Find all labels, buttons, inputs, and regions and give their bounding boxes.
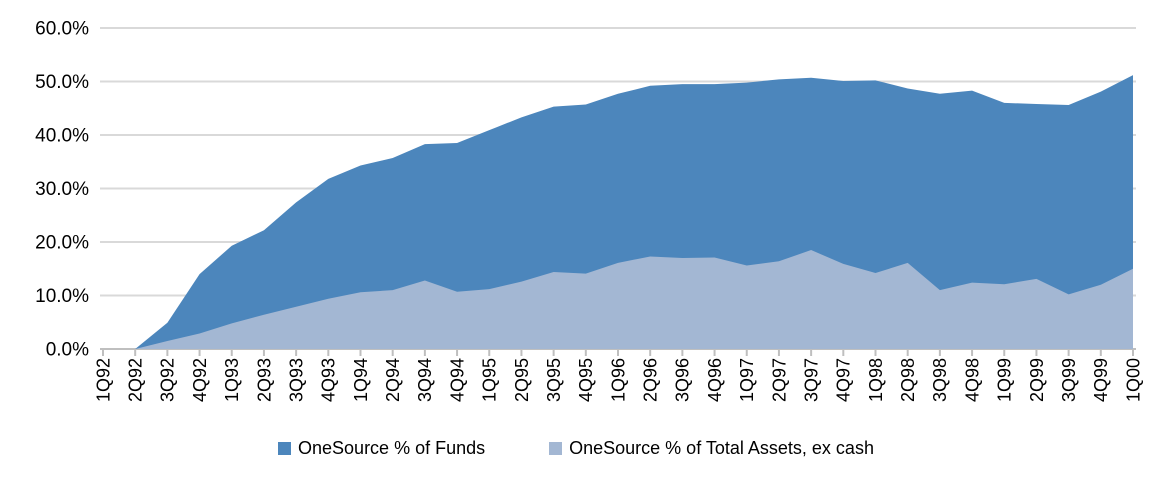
x-axis-tick-label: 4Q93 (319, 358, 339, 402)
x-axis-tick-label: 1Q98 (866, 358, 886, 402)
y-axis-tick-label: 50.0% (35, 72, 89, 93)
x-axis-tick-label: 4Q99 (1091, 358, 1111, 402)
assets-series-swatch (549, 442, 563, 455)
legend-label-assets: OneSource % of Total Assets, ex cash (569, 438, 874, 458)
x-axis-tick-label: 4Q98 (962, 358, 982, 402)
x-axis-tick-label: 1Q95 (480, 358, 500, 402)
x-axis-tick-label: 2Q99 (1027, 358, 1047, 402)
funds-series-swatch (278, 442, 292, 455)
x-axis-tick-label: 3Q94 (415, 358, 435, 402)
assets-area (103, 250, 1133, 349)
x-axis-tick-label: 2Q93 (254, 358, 274, 402)
x-axis-tick-label: 2Q98 (898, 358, 918, 402)
x-axis-ticks (102, 349, 1134, 356)
y-axis-labels: 0.0% 10.0% 20.0% 30.0% 40.0% 50.0% 60.0% (35, 19, 89, 361)
x-axis-tick-label: 3Q99 (1059, 358, 1079, 402)
y-axis-tick-label: 40.0% (35, 126, 89, 147)
x-axis-tick-label: 4Q96 (705, 358, 725, 402)
y-axis-tick-label: 20.0% (35, 233, 89, 254)
legend-item-funds: OneSource % of Funds (278, 438, 485, 459)
x-axis-tick-label: 3Q97 (801, 358, 821, 402)
x-axis-tick-label: 3Q93 (286, 358, 306, 402)
x-axis-tick-label: 2Q95 (512, 358, 532, 402)
x-axis-tick-label: 1Q00 (1123, 358, 1143, 402)
x-axis-tick-label: 3Q98 (930, 358, 950, 402)
x-axis-tick-label: 2Q92 (125, 358, 145, 402)
legend-item-assets: OneSource % of Total Assets, ex cash (549, 438, 874, 459)
x-axis-tick-label: 1Q93 (222, 358, 242, 402)
x-axis-tick-label: 2Q96 (640, 358, 660, 402)
x-axis-tick-label: 2Q94 (383, 358, 403, 402)
x-axis-tick-label: 3Q96 (673, 358, 693, 402)
x-axis-tick-label: 3Q95 (544, 358, 564, 402)
x-axis-tick-label: 1Q94 (351, 358, 371, 402)
x-axis-tick-label: 1Q97 (737, 358, 757, 402)
legend: OneSource % of Funds OneSource % of Tota… (0, 438, 1152, 459)
legend-label-funds: OneSource % of Funds (298, 438, 486, 458)
x-axis-tick-label: 1Q92 (93, 358, 113, 402)
x-axis-labels: 1Q92 2Q92 3Q92 4Q92 1Q93 2Q93 3Q93 4Q93 1Q94 2Q94… (93, 358, 1143, 402)
x-axis-tick-label: 2Q97 (769, 358, 789, 402)
y-axis-tick-label: 10.0% (35, 286, 89, 307)
x-axis-tick-label: 4Q97 (834, 358, 854, 402)
x-axis-tick-label: 4Q95 (576, 358, 596, 402)
x-axis-tick-label: 1Q99 (995, 358, 1015, 402)
x-axis-tick-label: 4Q94 (447, 358, 467, 402)
y-axis-tick-label: 0.0% (46, 340, 89, 361)
y-axis-tick-label: 60.0% (35, 19, 89, 40)
x-axis-tick-label: 3Q92 (158, 358, 178, 402)
y-axis-tick-label: 30.0% (35, 179, 89, 200)
x-axis-tick-label: 1Q96 (608, 358, 628, 402)
x-axis-tick-label: 4Q92 (190, 358, 210, 402)
